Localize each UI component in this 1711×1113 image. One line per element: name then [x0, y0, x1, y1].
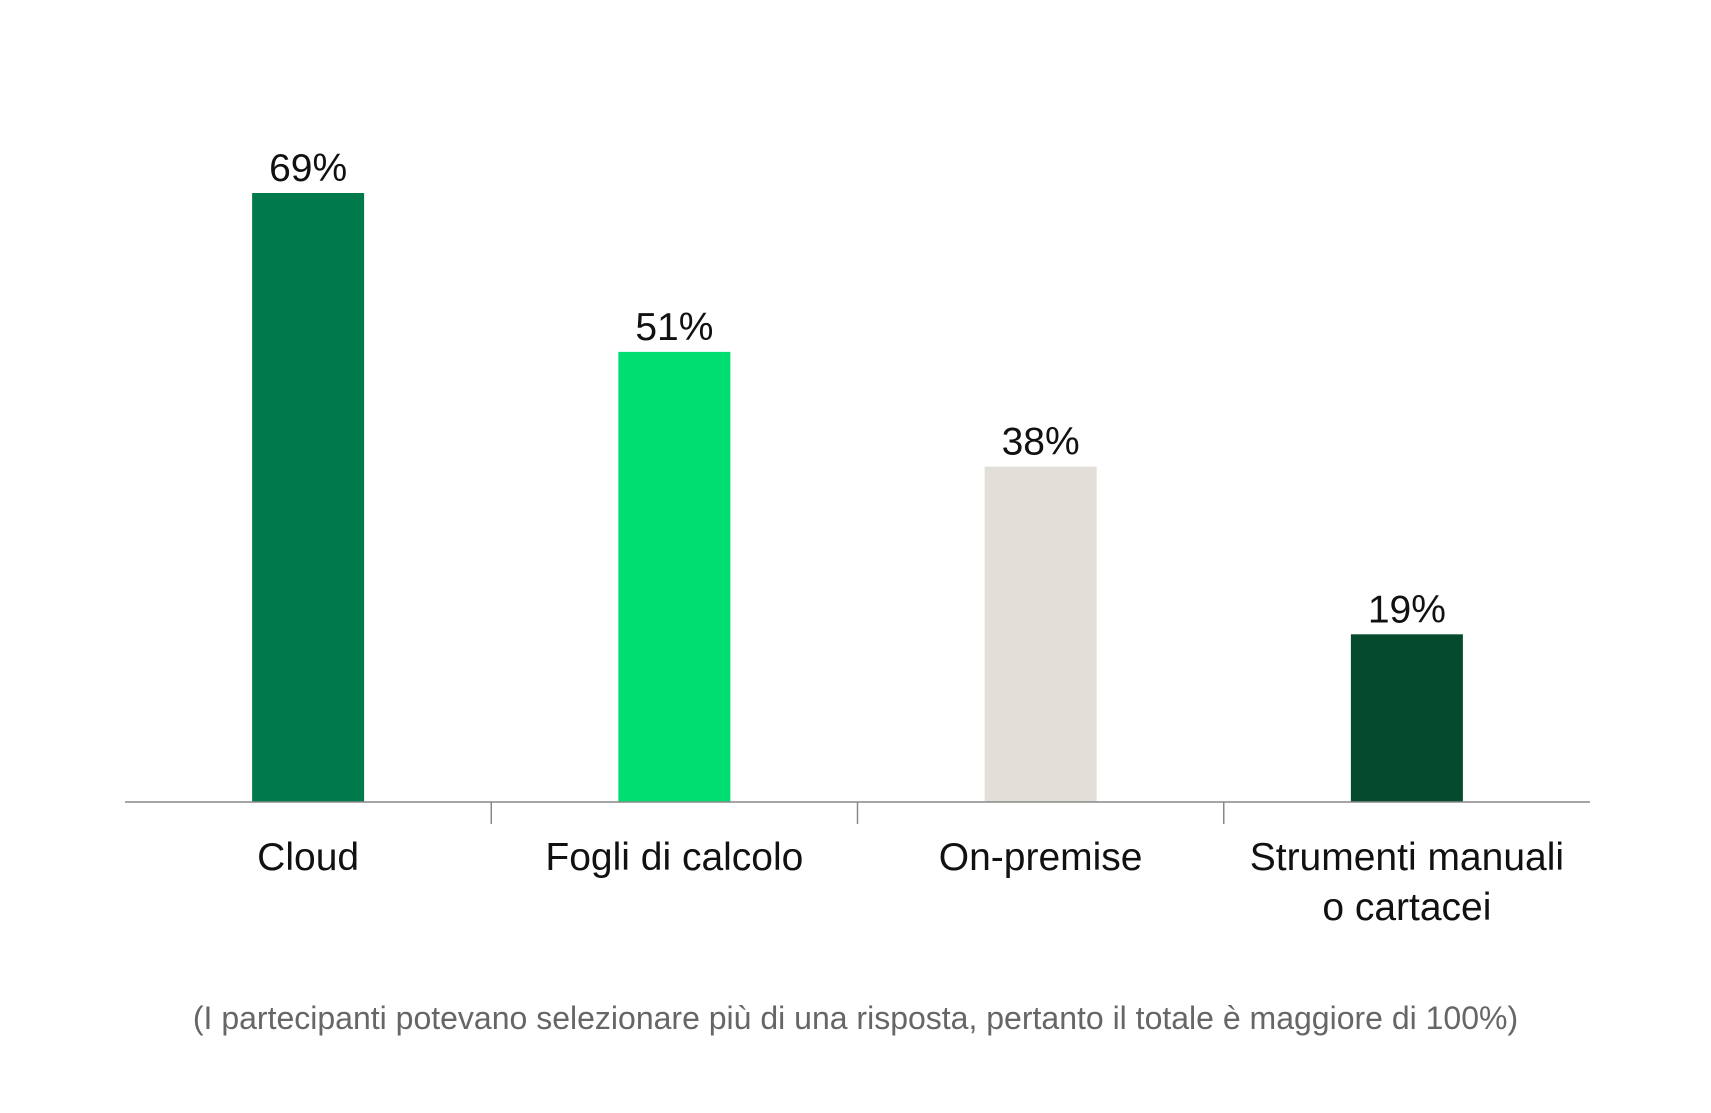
- bar: [252, 193, 365, 802]
- value-label: 38%: [1002, 421, 1080, 464]
- bar: [1350, 634, 1463, 802]
- category-label: Fogli di calcolo: [545, 836, 803, 879]
- category-label: Strumenti manuali: [1250, 836, 1564, 879]
- category-labels-group: Cloud Fogli di calcolo On-premise Strumenti…: [257, 836, 1564, 929]
- category-label: o cartacei: [1322, 886, 1491, 929]
- category-label: Cloud: [257, 836, 359, 879]
- bar: [618, 351, 731, 802]
- bar: [984, 466, 1097, 802]
- value-label: 19%: [1368, 588, 1446, 631]
- value-label: 69%: [269, 147, 347, 190]
- x-axis-ticks-group: [490, 802, 1225, 824]
- category-label: On-premise: [939, 836, 1143, 879]
- bars-group: [252, 193, 1463, 802]
- value-label: 51%: [635, 306, 713, 349]
- value-labels-group: 69% 51% 38% 19%: [269, 147, 1446, 631]
- footnote: (I partecipanti potevano selezionare più…: [192, 1000, 1519, 1036]
